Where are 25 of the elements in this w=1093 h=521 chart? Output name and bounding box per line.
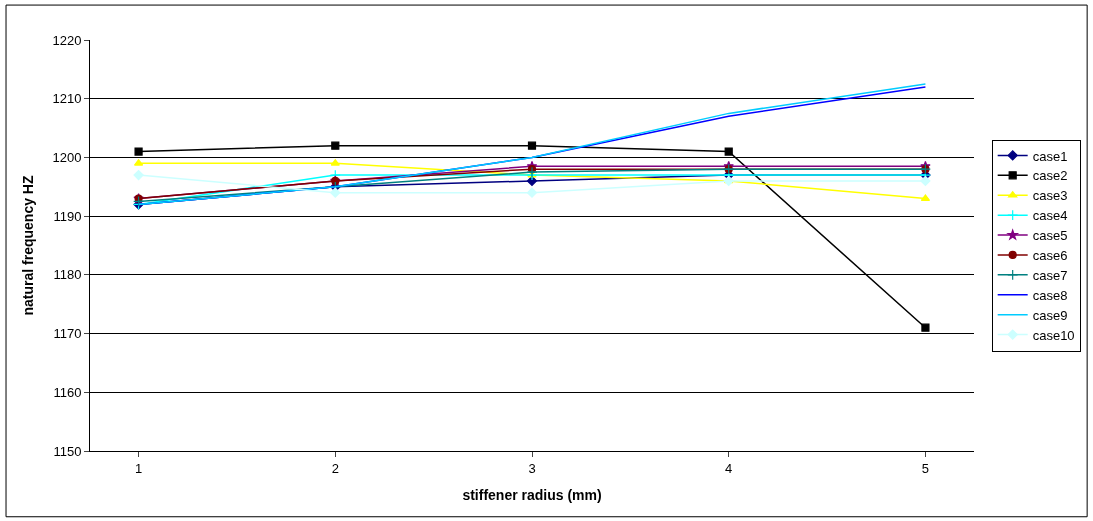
legend-label: case4 [1032,208,1068,224]
legend-label: case10 [1032,327,1075,343]
x-axis-title: stiffener radius (mm) [462,486,602,503]
y-tick-label: 1200 [52,149,82,165]
x-tick-label: 5 [921,460,930,476]
legend-label: case3 [1032,188,1068,204]
x-tick-label: 2 [331,460,339,476]
y-tick-label: 1150 [53,443,82,459]
x-tick-label: 4 [725,460,733,476]
y-axis-title: natural frequency HZ [20,175,37,316]
legend-label: case1 [1032,148,1068,164]
x-tick-label: 3 [528,460,536,476]
y-tick-label: 1160 [53,384,82,400]
y-tick-label: 1190 [53,208,82,224]
legend-label: case5 [1032,228,1068,244]
legend-label: case2 [1032,168,1068,184]
legend-label: case9 [1032,307,1068,323]
y-tick-label: 1210 [52,91,82,107]
y-tick-label: 1220 [52,32,82,48]
legend-label: case6 [1032,248,1068,264]
x-tick-label: 1 [134,460,143,476]
legend-label: case7 [1032,267,1068,283]
y-tick-label: 1180 [53,267,82,283]
legend-label: case8 [1032,287,1068,303]
y-tick-label: 1170 [53,326,82,342]
